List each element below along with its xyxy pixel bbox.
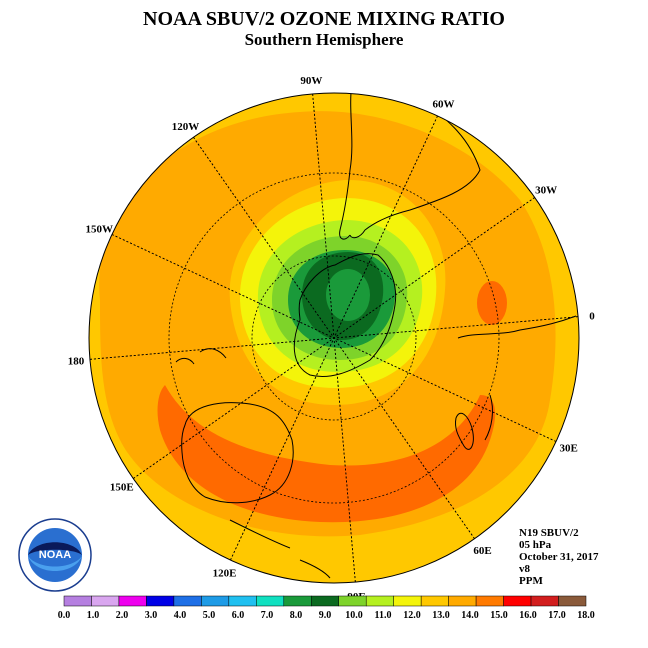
coast-indonesia: [229, 519, 331, 579]
colorbar-swatch: [475, 595, 504, 607]
colorbar-swatch: [530, 595, 559, 607]
coast-asia: [484, 394, 493, 441]
graticule: [89, 93, 579, 583]
colorbar-label: 8.0: [290, 610, 303, 621]
meridians: [89, 93, 579, 583]
colorbar-label: 3.0: [145, 610, 158, 621]
longitude-label: 30E: [560, 442, 578, 454]
info-satellite: N19 SBUV/2: [519, 527, 579, 539]
colorbar-swatch: [503, 595, 532, 607]
colorbar-label: 16.0: [519, 610, 537, 621]
coast-south-america: [339, 93, 353, 240]
lat-circle-inner: [251, 255, 417, 421]
coast-new-zealand: [175, 348, 227, 365]
globe-border: [88, 92, 580, 584]
longitude-label: 150E: [110, 482, 134, 494]
colorbar-swatch: [283, 595, 312, 607]
colorbar-swatch: [118, 595, 147, 607]
colorbar-label: 11.0: [375, 610, 392, 621]
longitude-label: 120E: [213, 568, 237, 580]
colorbar-label: 12.0: [403, 610, 421, 621]
coast-madagascar: [455, 412, 474, 450]
colorbar-label: 17.0: [548, 610, 566, 621]
field-core-green: [326, 269, 370, 321]
map-title: NOAA SBUV/2 OZONE MIXING RATIO: [143, 8, 505, 30]
info-version: v8: [519, 563, 530, 575]
colorbar-swatch: [420, 595, 449, 607]
info-units: PPM: [519, 575, 543, 587]
colorbar-swatch: [448, 595, 477, 607]
colorbar-swatch: [63, 595, 92, 607]
colorbar-label: 0.0: [58, 610, 71, 621]
colorbar-label: 6.0: [232, 610, 245, 621]
longitude-label: 90W: [300, 75, 322, 87]
longitude-label: 180: [68, 356, 85, 368]
longitude-label: 60E: [473, 545, 491, 557]
lat-circle-mid: [168, 172, 500, 504]
field-dark-orange-band: [157, 385, 496, 523]
colorbar-swatch: [338, 595, 367, 607]
colorbar-swatch: [558, 595, 587, 607]
colorbar-swatch: [256, 595, 285, 607]
colorbar-swatch: [365, 595, 394, 607]
longitude-label: 0: [589, 310, 595, 322]
longitude-label: 60W: [432, 98, 454, 110]
colorbar-label: 15.0: [490, 610, 508, 621]
coast-antarctica: [293, 253, 397, 378]
svg-text:NOAA: NOAA: [39, 549, 71, 561]
ozone-field: [89, 93, 579, 583]
info-panel: N19 SBUV/2 05 hPa October 31, 2017 v8 PP…: [519, 527, 599, 587]
colorbar-swatch: [228, 595, 257, 607]
colorbar-swatch: [393, 595, 422, 607]
colorbar-swatch: [173, 595, 202, 607]
coastlines: [175, 93, 577, 579]
info-date: October 31, 2017: [519, 551, 599, 563]
colorbar-swatch: [201, 595, 230, 607]
meridian-line: [193, 137, 475, 539]
colorbar-label: 2.0: [116, 610, 129, 621]
colorbar-label: 4.0: [174, 610, 187, 621]
coast-south-america-east: [349, 99, 481, 239]
field-dark-orange-spot: [477, 281, 507, 325]
longitude-label: 120W: [172, 121, 200, 133]
colorbar-swatch: [146, 595, 175, 607]
colorbar-label: 18.0: [577, 610, 595, 621]
colorbar-label: 14.0: [461, 610, 479, 621]
map-subtitle: Southern Hemisphere: [244, 30, 404, 49]
colorbar-label: 1.0: [87, 610, 100, 621]
noaa-logo: NOAA: [18, 518, 92, 592]
info-level: 05 hPa: [519, 539, 552, 551]
colorbar-label: 13.0: [432, 610, 450, 621]
colorbar-label: 5.0: [203, 610, 216, 621]
longitude-label: 150W: [86, 224, 114, 236]
colorbar-label: 7.0: [261, 610, 274, 621]
longitude-label: 30W: [535, 184, 557, 196]
longitude-labels: 90W60W30W030E60E90E120E150E180150W120W: [68, 75, 596, 603]
colorbar-label: 9.0: [319, 610, 332, 621]
colorbar-label: 10.0: [345, 610, 363, 621]
coast-australia: [181, 402, 294, 504]
coast-africa: [457, 315, 577, 339]
colorbar-swatch: [91, 595, 120, 607]
colorbar: 0.0 1.0 2.0 3.0 4.0 5.0 6.0 7.0 8.0 9.0 10.0 11.0 12…: [58, 595, 595, 621]
colorbar-swatch: [311, 595, 339, 607]
